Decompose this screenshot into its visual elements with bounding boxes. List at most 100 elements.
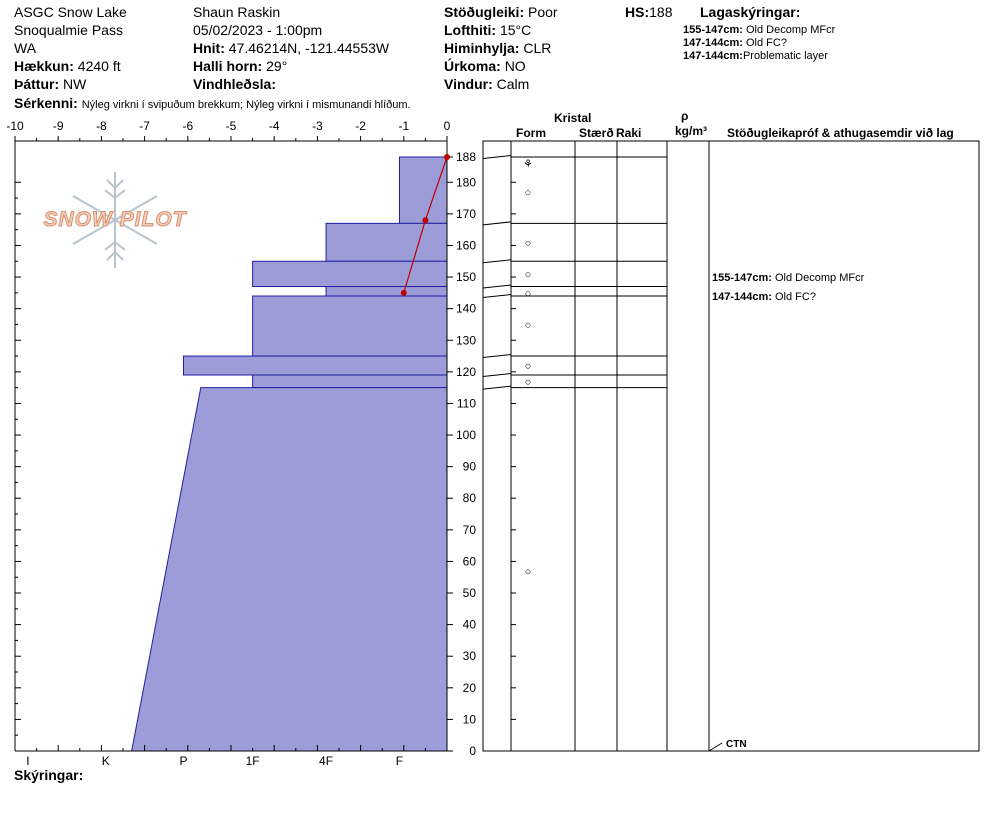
- hs-value: 188: [649, 4, 673, 20]
- features-value: Nýleg virkni í svipuðum brekkum; Nýleg v…: [81, 99, 411, 111]
- temp-tick-label: -8: [96, 119, 107, 133]
- aspect-value: NW: [63, 76, 87, 92]
- layer-note: 147-144cm: Old FC?: [683, 37, 835, 50]
- sky-label: Himinhylja:: [444, 40, 520, 56]
- temp-tick-label: -5: [226, 119, 237, 133]
- wind-loading-label: Vindhleðsla:: [193, 76, 276, 92]
- grain-form-icon: ○: [525, 288, 532, 300]
- right-note-text: Old Decomp MFcr: [775, 272, 865, 285]
- hardness-label: I: [26, 754, 29, 768]
- hardness-layer: [182, 355, 448, 376]
- layer-connector: [482, 294, 512, 299]
- depth-tick-label: 140: [456, 302, 476, 316]
- hardness-layer: [325, 222, 448, 262]
- stability-value: Poor: [528, 4, 558, 20]
- elevation-label: Hækkun:: [14, 58, 74, 74]
- layer-note-text: Old FC?: [746, 37, 787, 49]
- stability: Stöðugleiki: Poor: [444, 4, 558, 20]
- sky-value: CLR: [523, 40, 552, 56]
- hardness-layer: [252, 260, 448, 288]
- depth-tick-label: 130: [456, 333, 476, 347]
- depth-tick-label: 30: [463, 649, 477, 663]
- hardness-label: K: [102, 754, 110, 768]
- hs-label: HS:: [625, 4, 650, 20]
- depth-tick-label: 20: [463, 681, 477, 695]
- depth-tick-label: 100: [456, 428, 476, 442]
- observer: Shaun Raskin: [193, 4, 281, 20]
- temperature-point: [422, 217, 429, 224]
- slope-value: 29°: [266, 58, 288, 74]
- rho-header: ρ: [681, 109, 689, 123]
- notes-label: Skýringar:: [14, 767, 84, 783]
- slope-label: Halli horn:: [193, 58, 263, 74]
- layer-connector: [482, 284, 512, 289]
- depth-tick-label: 180: [456, 175, 476, 189]
- elevation-value: 4240 ft: [77, 58, 121, 74]
- temp-tick-label: -2: [355, 119, 366, 133]
- temp-tick-label: -6: [182, 119, 193, 133]
- right-note: 155-147cm: Old Decomp MFcr: [712, 270, 864, 286]
- depth-tick-label: 60: [463, 554, 477, 568]
- layer-note-range: 147-144cm:: [683, 37, 743, 49]
- temperature-point: [400, 289, 407, 296]
- form-header: Form: [516, 126, 546, 140]
- depth-tick-label: 0: [469, 744, 476, 758]
- temp-tick-label: -3: [312, 119, 323, 133]
- layer-connector: [482, 385, 512, 390]
- layer-connector: [482, 259, 512, 264]
- hardness-label: 4F: [319, 754, 333, 768]
- snowpilot-logo: SNOW PILOT: [40, 170, 190, 270]
- hardness-layer: [252, 295, 448, 357]
- layer-note: 147-144cm:Problematic layer: [683, 50, 835, 63]
- depth-tick-label: 70: [463, 523, 477, 537]
- layer-note: 155-147cm: Old Decomp MFcr: [683, 24, 835, 37]
- depth-tick-label: 120: [456, 365, 476, 379]
- temp-tick-label: -1: [398, 119, 409, 133]
- precip-label: Úrkoma:: [444, 58, 501, 74]
- layer-notes: 155-147cm: Old Decomp MFcr 147-144cm: Ol…: [683, 24, 835, 63]
- temp-tick-label: -10: [6, 119, 24, 133]
- hardness-label: 1F: [246, 754, 260, 768]
- right-note-range: 147-144cm:: [712, 291, 772, 304]
- layer-connector: [482, 155, 512, 159]
- wind-value: Calm: [496, 76, 530, 92]
- temperature-point: [444, 154, 450, 160]
- right-note-text: Old FC?: [775, 291, 816, 304]
- temp-tick-label: -7: [139, 119, 150, 133]
- datetime: 05/02/2023 - 1:00pm: [193, 22, 323, 38]
- depth-tick-label: 80: [463, 491, 477, 505]
- depth-tick-label: 40: [463, 618, 477, 632]
- depth-tick-label: 90: [463, 460, 477, 474]
- layer-note-range: 147-144cm:: [683, 50, 743, 62]
- temp-tick-label: -9: [53, 119, 64, 133]
- tests-header: Stöðugleikapróf & athugasemdir við lag: [727, 126, 954, 140]
- grain-form-icon: ○: [525, 187, 532, 199]
- air-temp: Lofthiti: 15°C: [444, 22, 531, 38]
- depth-tick-label: 10: [463, 712, 477, 726]
- hardness-label: F: [396, 754, 403, 768]
- layer-connector: [482, 221, 512, 226]
- depth-tick-label: 188: [456, 150, 476, 164]
- state: WA: [14, 40, 37, 56]
- aspect: Þáttur: NW: [14, 76, 86, 92]
- grain-form-icon: ○: [525, 376, 532, 388]
- hardness-layer: [131, 387, 448, 752]
- logo-text: SNOW PILOT: [43, 208, 187, 232]
- grain-form-icon: ○: [525, 361, 532, 373]
- test-marker-arrowhead: [708, 746, 714, 752]
- air-temp-label: Lofthiti:: [444, 22, 497, 38]
- density-unit: kg/m³: [675, 124, 708, 138]
- size-header: Stærð: [579, 126, 614, 140]
- grain-form-icon: ⚘: [523, 158, 533, 170]
- hardness-label: P: [179, 754, 187, 768]
- air-temp-value: 15°C: [499, 22, 532, 38]
- area: Snoqualmie Pass: [14, 22, 123, 38]
- right-note-range: 155-147cm:: [712, 272, 772, 285]
- grain-form-icon: ○: [525, 319, 532, 331]
- moisture-header: Raki: [616, 126, 642, 140]
- features-label: Sérkenni:: [14, 95, 78, 111]
- snowflake-icon: [72, 172, 158, 268]
- stability-label: Stöðugleiki:: [444, 4, 525, 20]
- depth-tick-label: 110: [457, 396, 476, 410]
- depth-tick-label: 150: [456, 270, 476, 284]
